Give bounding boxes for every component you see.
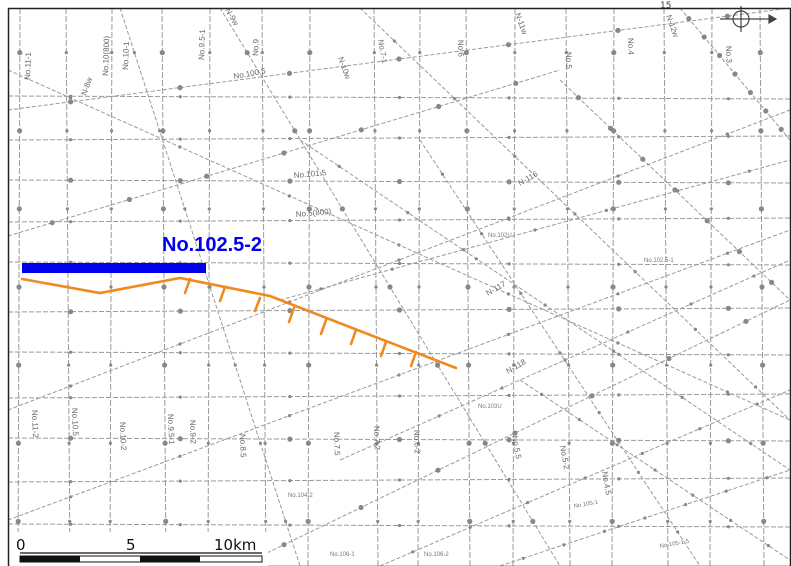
highlighted-profile-label: No.102.5-2: [162, 234, 262, 256]
survey-label-no106-2: No.106-2: [424, 552, 449, 558]
survey-label-no4: No.4: [626, 38, 636, 56]
survey-label-no7-5: No.7.5: [332, 432, 342, 456]
fault-trace: [20, 276, 458, 370]
survey-label-no102u: No.102U: [488, 233, 512, 239]
survey-label-no104-2: No.104-2: [288, 493, 313, 499]
survey-label-no11-1: No.11-1: [23, 51, 33, 80]
survey-label-no10-5: No.10.5: [70, 408, 80, 437]
survey-label-no5: No.5: [564, 52, 574, 70]
survey-label-no10-1: No.10-1: [121, 41, 131, 70]
survey-label-no103u: No.103U: [478, 404, 502, 410]
survey-label-no4-5: No.4.5: [600, 471, 613, 496]
corner-number: 15: [660, 1, 671, 11]
survey-label-no9-5-1-b: No.9.5-1: [166, 414, 176, 446]
survey-label-no9-2: No.9-2: [188, 420, 198, 445]
survey-station-markers: [15, 13, 784, 560]
survey-line-labels-bottom: No.11-2 No.10.5 No.10-2 No.9.5-1 No.9-2 …: [30, 408, 613, 496]
survey-label-no6-2: No.6-2: [412, 430, 422, 455]
survey-label-no5-2: No.5-2: [558, 445, 571, 471]
survey-label-no9: No.9: [251, 38, 261, 56]
survey-label-no3: No.3: [724, 46, 734, 64]
survey-label-no8-5: No.8.5: [238, 434, 248, 458]
survey-label-no9-5-1: No.9.5-1: [197, 29, 207, 61]
scale-bar: 0 5 10km: [10, 532, 268, 566]
survey-label-no10-2: No.10-2: [118, 422, 128, 451]
scale-label-10km: 10km: [214, 536, 256, 554]
scale-label-0: 0: [16, 536, 26, 554]
survey-label-no10-800: No.10(800): [101, 35, 111, 76]
survey-label-no5-5: No.5.5: [510, 435, 523, 460]
survey-label-no105-1-5: No.105-1.5: [659, 539, 690, 550]
survey-label-no7-1: No.7-1: [376, 39, 389, 65]
scale-label-5: 5: [126, 536, 136, 554]
survey-label-no11-2: No.11-2: [30, 410, 40, 439]
survey-label-no5-800: No.5(800): [295, 207, 332, 219]
survey-label-no106-1: No.106-1: [330, 552, 355, 558]
survey-label-no102-5-1: No.102.5-1: [644, 258, 674, 264]
survey-label-no101-5: No.101.5: [293, 168, 327, 180]
direction-symbol-icon: [720, 6, 778, 32]
highlighted-profile-line: [22, 263, 206, 273]
survey-label-no7-2: No.7-2: [372, 426, 382, 451]
survey-label-no6: No.6: [456, 40, 466, 58]
survey-label-no105-1: No.105-1: [573, 500, 599, 510]
